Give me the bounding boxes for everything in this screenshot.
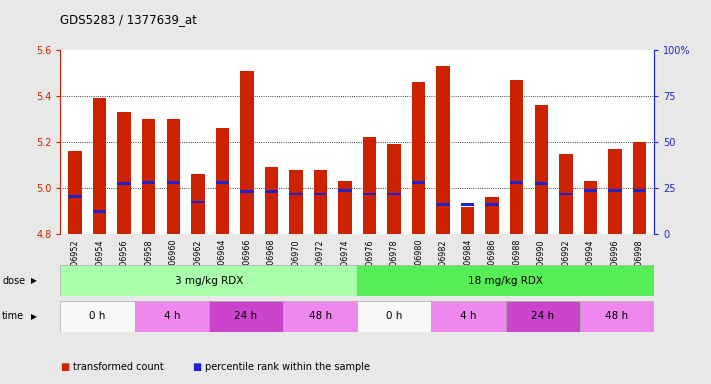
Bar bbox=[363, 137, 376, 234]
Bar bbox=[60, 301, 134, 332]
Bar bbox=[264, 167, 278, 234]
Bar bbox=[357, 301, 432, 332]
Bar bbox=[240, 71, 254, 234]
Bar bbox=[387, 192, 401, 195]
Bar bbox=[142, 119, 156, 234]
Text: 24 h: 24 h bbox=[235, 311, 257, 321]
Text: ▶: ▶ bbox=[31, 312, 36, 321]
Bar bbox=[580, 301, 654, 332]
Bar bbox=[535, 105, 548, 234]
Bar bbox=[338, 189, 352, 192]
Bar bbox=[314, 170, 327, 234]
Bar bbox=[510, 181, 523, 184]
Text: percentile rank within the sample: percentile rank within the sample bbox=[205, 362, 370, 372]
Bar bbox=[432, 301, 506, 332]
Bar bbox=[510, 80, 523, 234]
Text: 3 mg/kg RDX: 3 mg/kg RDX bbox=[175, 276, 243, 286]
Bar bbox=[412, 181, 425, 184]
Bar bbox=[584, 181, 597, 234]
Text: ■: ■ bbox=[60, 362, 70, 372]
Bar bbox=[60, 265, 357, 296]
Bar bbox=[486, 197, 499, 234]
Bar bbox=[461, 203, 474, 206]
Bar bbox=[486, 203, 499, 206]
Text: 48 h: 48 h bbox=[606, 311, 629, 321]
Bar bbox=[117, 182, 131, 185]
Text: dose: dose bbox=[2, 276, 26, 286]
Bar bbox=[166, 181, 180, 184]
Text: 24 h: 24 h bbox=[531, 311, 555, 321]
Bar bbox=[535, 182, 548, 185]
Bar bbox=[437, 203, 450, 206]
Bar bbox=[93, 98, 107, 234]
Bar bbox=[68, 151, 82, 234]
Bar bbox=[191, 174, 205, 234]
Text: 0 h: 0 h bbox=[386, 311, 402, 321]
Bar bbox=[363, 192, 376, 195]
Bar bbox=[209, 301, 283, 332]
Bar bbox=[387, 144, 401, 234]
Bar bbox=[506, 301, 580, 332]
Text: 4 h: 4 h bbox=[164, 311, 180, 321]
Bar bbox=[584, 189, 597, 192]
Text: ■: ■ bbox=[192, 362, 201, 372]
Bar bbox=[357, 265, 654, 296]
Text: transformed count: transformed count bbox=[73, 362, 164, 372]
Bar bbox=[559, 154, 572, 234]
Bar bbox=[117, 112, 131, 234]
Text: GDS5283 / 1377639_at: GDS5283 / 1377639_at bbox=[60, 13, 198, 26]
Text: ▶: ▶ bbox=[31, 276, 36, 285]
Bar bbox=[68, 195, 82, 198]
Bar bbox=[240, 190, 254, 193]
Bar bbox=[289, 170, 303, 234]
Bar bbox=[633, 189, 646, 192]
Text: 0 h: 0 h bbox=[90, 311, 106, 321]
Bar bbox=[93, 210, 107, 213]
Bar bbox=[559, 192, 572, 195]
Bar bbox=[215, 128, 229, 234]
Text: 48 h: 48 h bbox=[309, 311, 332, 321]
Bar bbox=[142, 181, 156, 184]
Bar bbox=[283, 301, 357, 332]
Bar bbox=[608, 189, 621, 192]
Bar bbox=[412, 82, 425, 234]
Text: 4 h: 4 h bbox=[460, 311, 477, 321]
Bar bbox=[633, 142, 646, 234]
Bar bbox=[338, 181, 352, 234]
Bar bbox=[264, 190, 278, 193]
Bar bbox=[215, 181, 229, 184]
Bar bbox=[191, 200, 205, 204]
Text: 18 mg/kg RDX: 18 mg/kg RDX bbox=[469, 276, 543, 286]
Bar bbox=[461, 207, 474, 234]
Bar bbox=[166, 119, 180, 234]
Bar bbox=[437, 66, 450, 234]
Bar bbox=[134, 301, 209, 332]
Bar bbox=[608, 149, 621, 234]
Text: time: time bbox=[2, 311, 24, 321]
Bar bbox=[314, 192, 327, 195]
Bar bbox=[289, 192, 303, 195]
